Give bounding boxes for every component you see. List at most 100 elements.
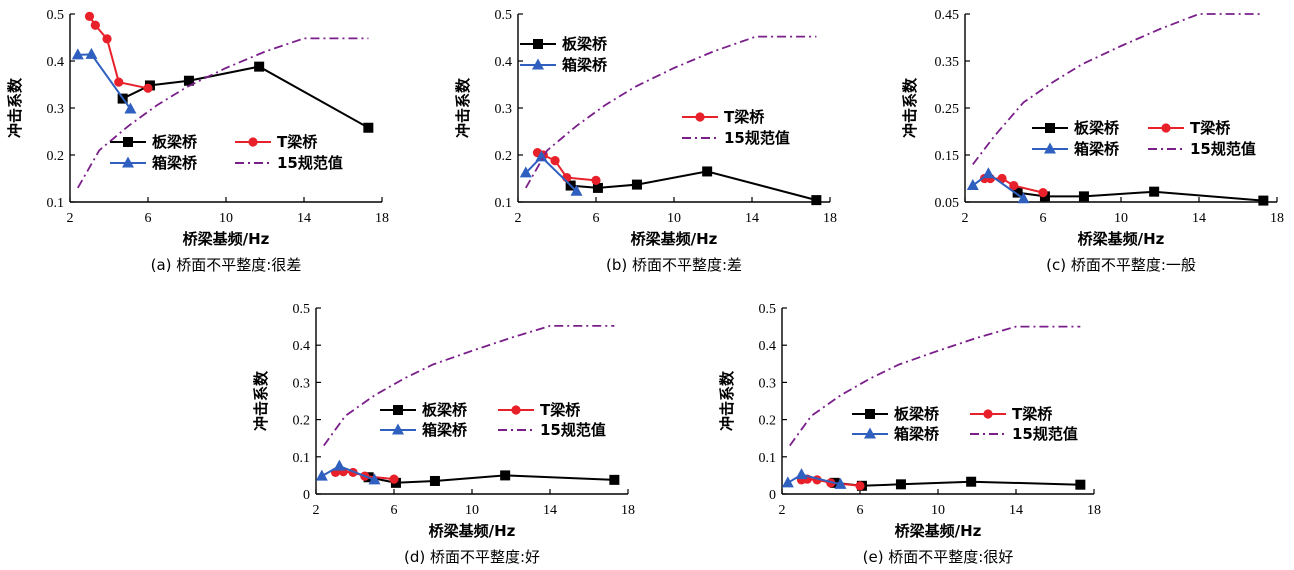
x-tick-label: 6 (1040, 211, 1047, 226)
x-tick-label: 14 (745, 211, 759, 226)
data-point-series-0 (429, 475, 440, 486)
legend-marker (1044, 142, 1056, 154)
data-point-series-0 (811, 195, 822, 206)
panel-caption: (b) 桥面不平整度:差 (606, 256, 742, 274)
series-line-3 (525, 35, 817, 189)
data-point-series-0 (363, 122, 374, 133)
y-tick-label: 0.4 (293, 339, 311, 354)
y-tick-label: 0.35 (935, 55, 960, 70)
y-tick-label: 0.5 (495, 8, 513, 23)
legend-label: T梁桥 (1190, 119, 1231, 137)
series-line-0 (834, 480, 1081, 487)
x-axis-label: 桥梁基频/Hz (1078, 230, 1165, 248)
legend-label: 箱梁桥 (422, 421, 468, 439)
x-tick-label: 14 (1009, 503, 1023, 518)
y-tick-label: 0.1 (47, 196, 65, 211)
y-tick-label: 0.05 (935, 196, 960, 211)
data-point-series-1 (550, 156, 560, 166)
panel-caption: (a) 桥面不平整度:很差 (151, 256, 302, 274)
legend-label: 15规范值 (1190, 140, 1256, 158)
legend-marker (122, 156, 134, 168)
x-tick-label: 18 (1270, 211, 1284, 226)
legend-label: 15规范值 (724, 129, 790, 147)
y-tick-label: 0.4 (759, 339, 777, 354)
data-point-series-1 (102, 34, 112, 44)
legend-label: 箱梁桥 (1074, 140, 1120, 158)
legend-marker (393, 405, 403, 415)
data-point-series-0 (1149, 186, 1160, 197)
series-line-0 (122, 65, 369, 129)
y-tick-label: 0.3 (495, 102, 513, 117)
series-line-0 (1017, 190, 1264, 202)
data-point-series-0 (1078, 191, 1089, 202)
y-tick-label: 0.3 (293, 376, 311, 391)
chart-panel-c: 0.05 0.15 0.25 0.35 0.45 2 6 10 14 18 桥梁基频/Hz 冲击系数 (… (901, 8, 1284, 274)
data-point-series-2 (315, 469, 328, 481)
chart-panel-b: 0.1 0.2 0.3 0.4 0.5 2 6 10 14 18 桥梁基频/Hz 冲击系数 (b) 桥面… (454, 8, 837, 274)
x-axis-label: 桥梁基频/Hz (183, 230, 270, 248)
y-tick-label: 0.2 (293, 414, 311, 429)
x-tick-label: 10 (667, 211, 681, 226)
legend-marker (511, 405, 521, 415)
data-point-series-0 (254, 61, 265, 72)
chart-panel-a: 0.1 0.2 0.3 0.4 0.5 2 6 10 14 18 桥梁基频/Hz 冲击系数 (a) 桥面… (6, 8, 389, 274)
chart-panel-e: 0 0.1 0.2 0.3 0.4 0.5 2 6 10 14 18 桥梁基频/Hz 冲击系数 (e) 桥… (718, 302, 1101, 566)
x-tick-label: 6 (391, 503, 398, 518)
x-tick-label: 14 (1192, 211, 1206, 226)
x-tick-label: 2 (313, 503, 320, 518)
y-tick-label: 0.25 (935, 102, 960, 117)
x-tick-label: 6 (857, 503, 864, 518)
x-tick-label: 18 (1087, 503, 1101, 518)
legend-label: 板梁桥 (894, 405, 940, 423)
legend-marker (864, 427, 876, 439)
y-axis-label: 冲击系数 (6, 77, 24, 138)
data-point-series-1 (90, 20, 100, 30)
data-point-series-0 (1258, 195, 1269, 206)
data-point-series-2 (795, 468, 808, 480)
data-point-series-2 (71, 48, 84, 60)
data-point-series-1 (389, 474, 399, 484)
legend-marker (248, 137, 258, 147)
y-axis-label: 冲击系数 (252, 370, 270, 431)
y-tick-label: 0.2 (759, 414, 777, 429)
y-axis-label: 冲击系数 (454, 77, 472, 138)
y-tick-label: 0.4 (47, 55, 65, 70)
legend-label: T梁桥 (724, 108, 765, 126)
legend-marker (392, 423, 404, 435)
x-tick-label: 6 (145, 211, 152, 226)
y-tick-label: 0.3 (47, 102, 65, 117)
x-tick-label: 2 (67, 211, 74, 226)
x-axis-label: 桥梁基频/Hz (631, 230, 718, 248)
data-point-series-2 (570, 184, 583, 196)
x-tick-label: 14 (297, 211, 311, 226)
y-tick-label: 0.2 (495, 149, 513, 164)
x-tick-label: 10 (1114, 211, 1128, 226)
data-point-series-0 (500, 470, 511, 481)
data-point-series-2 (124, 102, 137, 114)
data-point-series-1 (855, 481, 865, 491)
data-point-series-2 (535, 150, 548, 162)
y-tick-label: 0.5 (47, 8, 65, 23)
data-point-series-2 (834, 477, 847, 489)
x-tick-label: 10 (465, 503, 479, 518)
legend-label: 15规范值 (1012, 425, 1078, 443)
x-tick-label: 10 (931, 503, 945, 518)
x-tick-label: 14 (543, 503, 557, 518)
data-point-series-1 (1009, 180, 1019, 191)
legend-marker (695, 112, 705, 122)
panel-caption: (c) 桥面不平整度:一般 (1046, 256, 1196, 274)
data-point-series-0 (1075, 479, 1086, 490)
data-point-series-2 (519, 166, 532, 178)
legend-label: T梁桥 (277, 133, 318, 151)
y-tick-label: 0.2 (47, 149, 65, 164)
y-tick-label: 0.15 (935, 149, 960, 164)
legend-label: 箱梁桥 (894, 425, 940, 443)
legend-marker (865, 409, 875, 419)
legend-marker (1161, 123, 1171, 133)
data-point-series-1 (114, 77, 124, 87)
data-point-series-0 (702, 166, 713, 177)
data-point-series-2 (781, 476, 794, 488)
data-point-series-0 (1012, 187, 1023, 198)
legend-marker (123, 137, 133, 147)
